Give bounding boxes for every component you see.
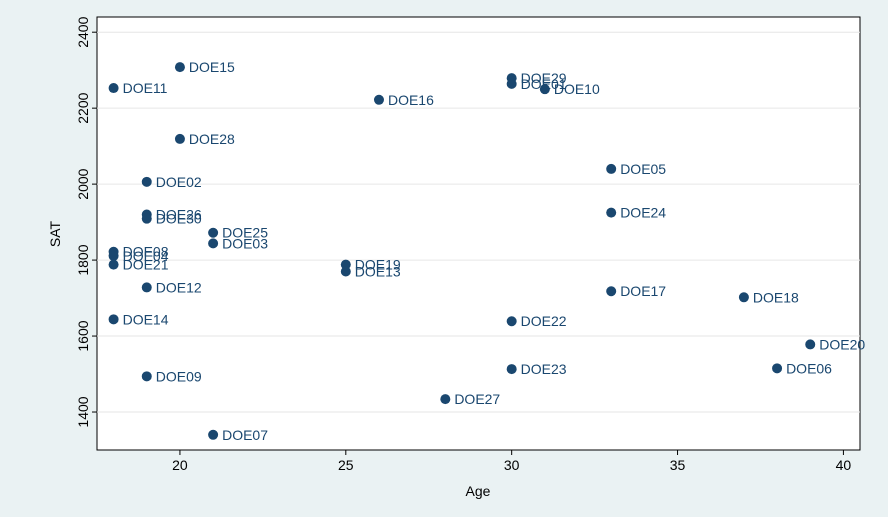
- point-label: DOE28: [189, 131, 235, 147]
- x-tick-label: 20: [172, 457, 188, 473]
- point: [506, 364, 517, 375]
- y-tick-label: 2200: [75, 92, 91, 123]
- x-tick-label: 40: [836, 457, 852, 473]
- point: [174, 62, 185, 73]
- point-label: DOE22: [521, 313, 567, 329]
- y-tick-label: 1400: [75, 396, 91, 427]
- point: [208, 429, 219, 440]
- point-label: DOE10: [554, 81, 600, 97]
- point: [108, 314, 119, 325]
- point: [606, 207, 617, 218]
- point-label: DOE12: [156, 279, 202, 295]
- point: [340, 259, 351, 270]
- point: [606, 163, 617, 174]
- point: [539, 84, 550, 95]
- point: [141, 213, 152, 224]
- point-label: DOE06: [786, 360, 832, 376]
- y-tick-label: 2400: [75, 16, 91, 47]
- point: [141, 282, 152, 293]
- x-axis-title: Age: [466, 483, 491, 499]
- point-label: DOE21: [123, 257, 169, 273]
- point: [506, 316, 517, 327]
- point-label: DOE24: [620, 205, 666, 221]
- point: [174, 133, 185, 144]
- point: [141, 371, 152, 382]
- point-label: DOE19: [355, 257, 401, 273]
- x-tick-label: 35: [670, 457, 686, 473]
- point-label: DOE03: [222, 235, 268, 251]
- point: [108, 250, 119, 261]
- y-tick-label: 1800: [75, 244, 91, 275]
- point-label: DOE05: [620, 161, 666, 177]
- point-label: DOE30: [156, 211, 202, 227]
- point: [805, 339, 816, 350]
- point-label: DOE25: [222, 225, 268, 241]
- point-label: DOE26: [156, 207, 202, 223]
- point-label: DOE11: [123, 80, 168, 96]
- point-label: DOE02: [156, 174, 202, 190]
- point-label: DOE14: [123, 311, 169, 327]
- point-label: DOE23: [521, 361, 567, 377]
- point-label: DOE01: [521, 76, 567, 92]
- plot-area: [96, 16, 861, 451]
- point-label: DOE09: [156, 368, 202, 384]
- y-tick-label: 2000: [75, 168, 91, 199]
- point: [506, 78, 517, 89]
- point: [208, 227, 219, 238]
- point: [108, 83, 119, 94]
- y-axis-title: SAT: [47, 220, 63, 247]
- point-label: DOE20: [819, 336, 865, 352]
- x-tick-label: 25: [338, 457, 354, 473]
- point: [440, 394, 451, 405]
- point: [606, 286, 617, 297]
- point-label: DOE07: [222, 427, 268, 443]
- point-label: DOE04: [123, 248, 169, 264]
- point-label: DOE13: [355, 263, 401, 279]
- point-label: DOE17: [620, 283, 666, 299]
- point: [772, 363, 783, 374]
- point-label: DOE16: [388, 92, 434, 108]
- point: [738, 292, 749, 303]
- point: [108, 259, 119, 270]
- x-tick-label: 30: [504, 457, 520, 473]
- point-label: DOE27: [454, 391, 500, 407]
- point-label: DOE29: [521, 70, 567, 86]
- point: [340, 266, 351, 277]
- point: [141, 176, 152, 187]
- point: [373, 94, 384, 105]
- point-label: DOE08: [123, 244, 169, 260]
- point-label: DOE15: [189, 59, 235, 75]
- point: [208, 238, 219, 249]
- point-label: DOE18: [753, 289, 799, 305]
- y-tick-label: 1600: [75, 320, 91, 351]
